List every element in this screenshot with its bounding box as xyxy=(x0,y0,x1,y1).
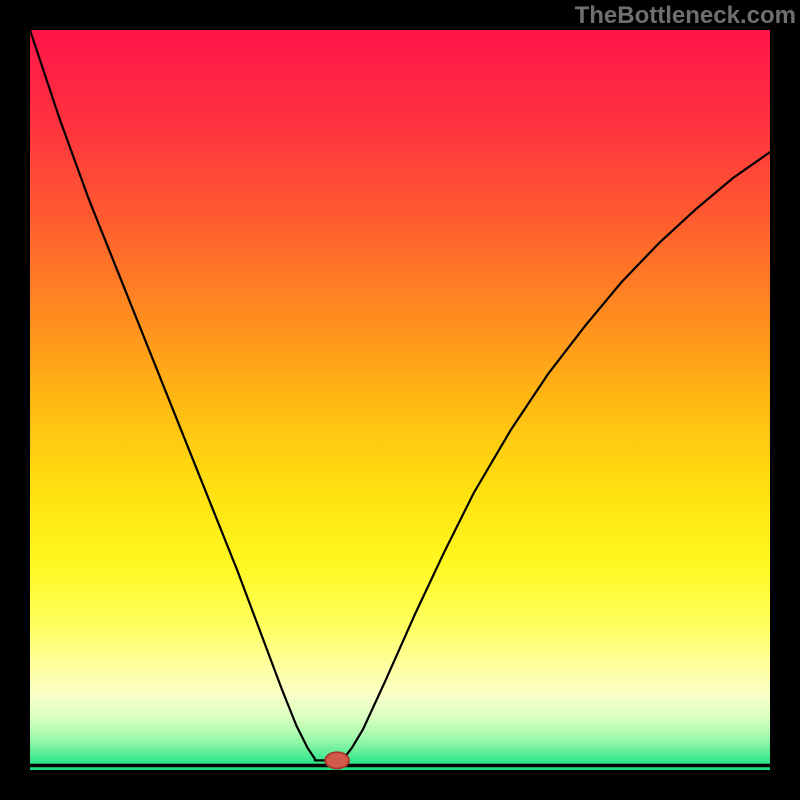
black-frame xyxy=(0,0,800,800)
watermark-text: TheBottleneck.com xyxy=(575,2,796,30)
